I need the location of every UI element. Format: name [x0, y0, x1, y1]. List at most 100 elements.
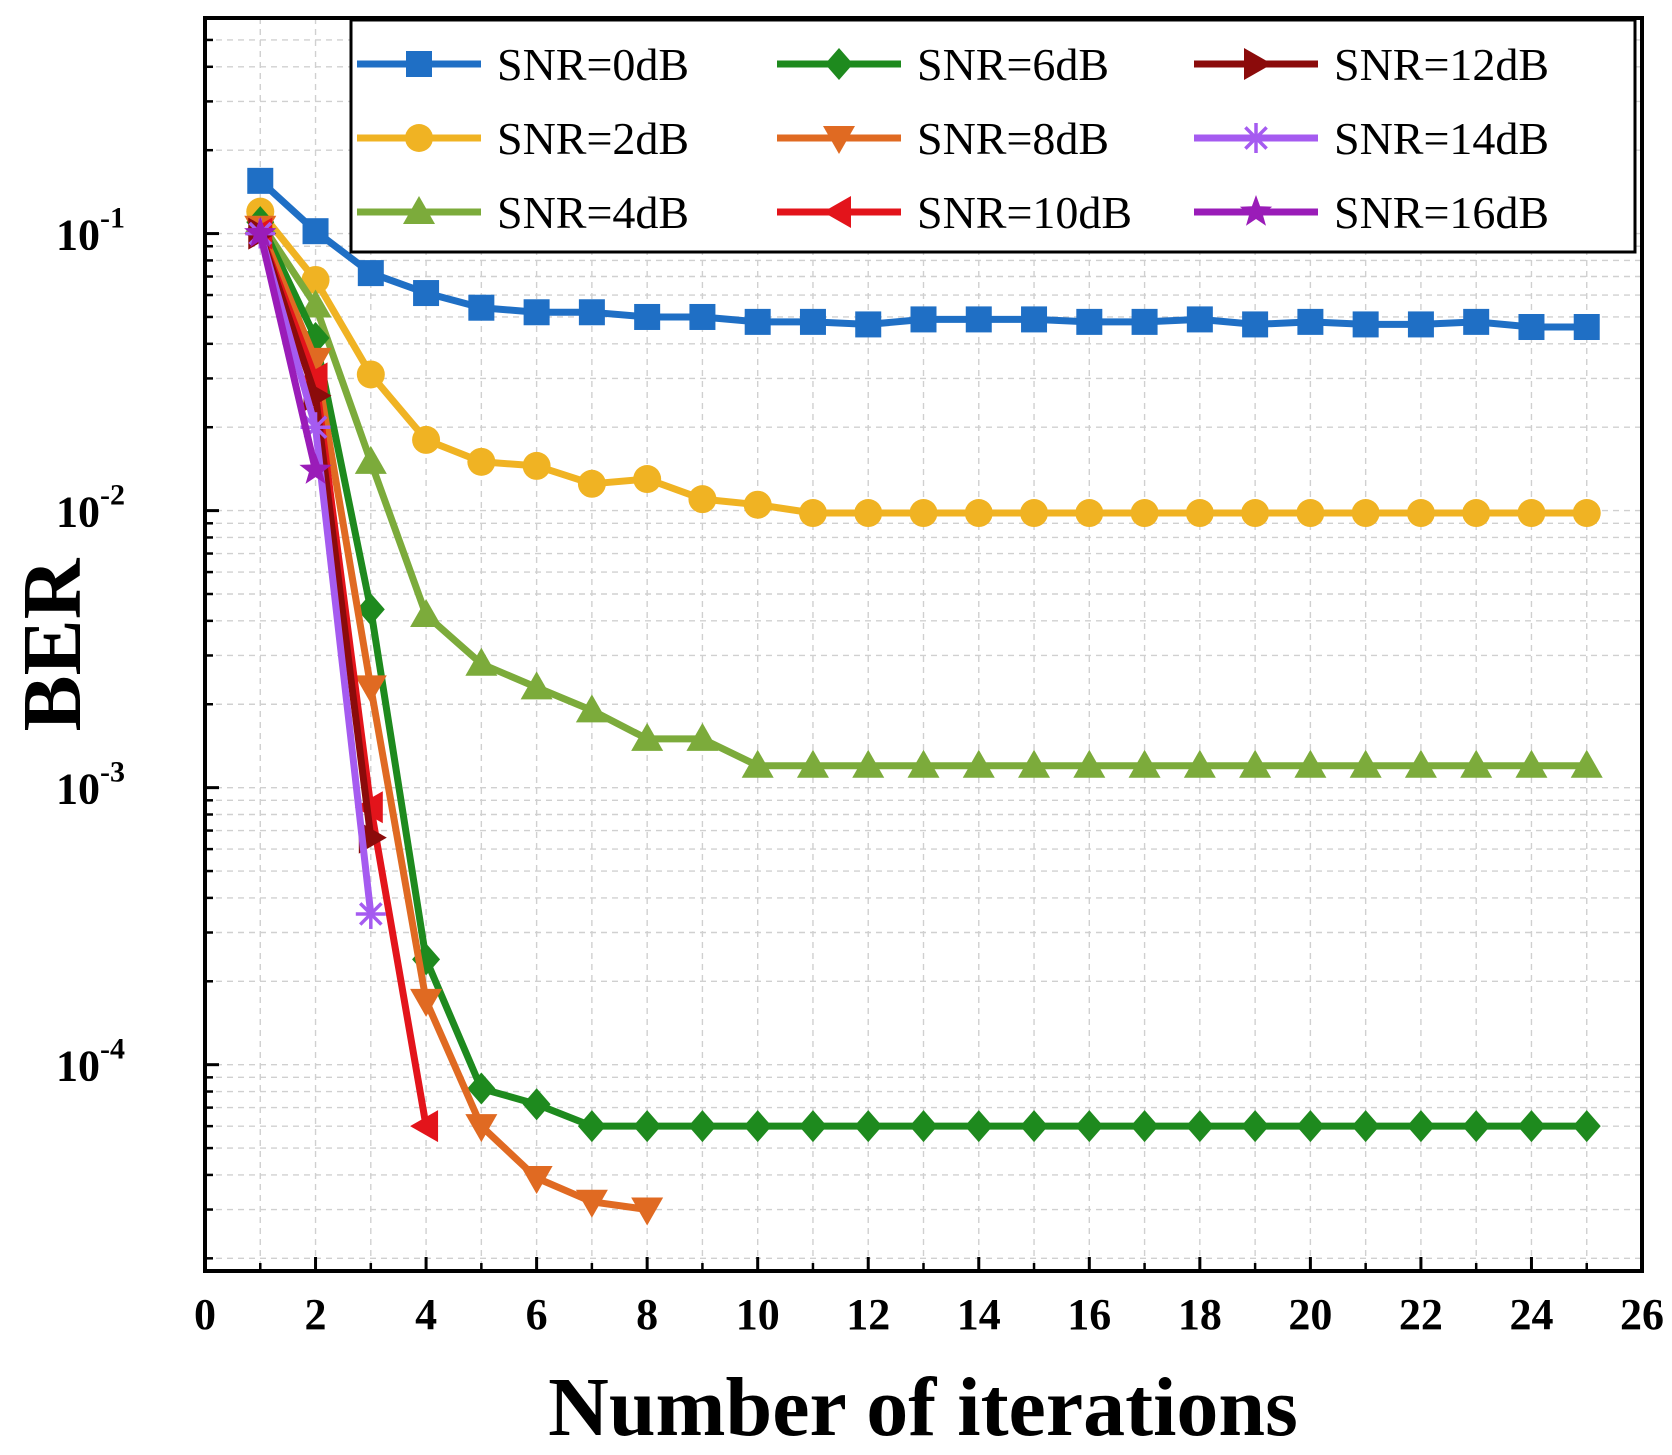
- data-point: [633, 465, 662, 494]
- data-point: [1075, 1110, 1104, 1143]
- y-tick-label: 10-1: [56, 202, 125, 260]
- data-point: [1018, 749, 1051, 778]
- y-tick-label: 10-4: [56, 1033, 125, 1091]
- data-point: [1572, 499, 1601, 528]
- data-point: [1570, 749, 1603, 778]
- legend-item: SNR=6dB: [777, 39, 1109, 90]
- data-point: [909, 499, 938, 528]
- data-point: [244, 216, 277, 248]
- data-point: [798, 499, 827, 528]
- data-point: [1183, 749, 1216, 778]
- data-point: [355, 898, 386, 929]
- data-point: [465, 647, 498, 676]
- legend-marker: [403, 196, 435, 224]
- y-tick-label: 10-3: [56, 756, 125, 814]
- data-point: [965, 306, 992, 333]
- data-point: [575, 694, 608, 723]
- y-tick-label: 10-2: [56, 479, 125, 537]
- legend-label: SNR=10dB: [917, 187, 1132, 238]
- data-point: [743, 1110, 772, 1143]
- x-tick-label: 6: [526, 1290, 548, 1339]
- x-tick-label: 12: [846, 1290, 890, 1339]
- x-tick-label: 24: [1509, 1290, 1553, 1339]
- series-snr-6db: [246, 206, 1601, 1143]
- data-point: [743, 490, 772, 519]
- y-axis-title: BER: [6, 557, 99, 731]
- data-point: [301, 265, 330, 294]
- x-tick-label: 16: [1067, 1290, 1111, 1339]
- legend-item: SNR=2dB: [357, 113, 689, 164]
- legend-label: SNR=8dB: [917, 113, 1109, 164]
- data-point: [413, 280, 440, 307]
- data-point: [1296, 499, 1325, 528]
- data-point: [299, 453, 332, 484]
- data-point: [689, 303, 716, 330]
- series-snr-16db: [244, 216, 332, 484]
- data-point: [577, 1110, 606, 1143]
- data-point: [688, 1110, 717, 1143]
- data-point: [468, 294, 495, 321]
- data-point: [299, 289, 332, 318]
- data-point: [522, 451, 551, 480]
- legend-item: SNR=12dB: [1194, 39, 1549, 90]
- x-tick-label: 22: [1399, 1290, 1443, 1339]
- data-point: [1406, 1110, 1435, 1143]
- data-point: [520, 1165, 553, 1194]
- data-point: [1185, 499, 1214, 528]
- data-point: [634, 303, 661, 330]
- data-point: [1073, 749, 1106, 778]
- data-point: [1242, 311, 1269, 338]
- legend-marker: [823, 126, 855, 154]
- data-point: [631, 1197, 664, 1226]
- data-point: [910, 306, 937, 333]
- data-point: [964, 499, 993, 528]
- data-point: [1352, 311, 1379, 338]
- legend-label: SNR=14dB: [1334, 113, 1549, 164]
- series-snr-2db: [246, 197, 1601, 528]
- data-point: [1296, 1110, 1325, 1143]
- data-point: [523, 299, 550, 326]
- x-tick-label: 26: [1620, 1290, 1664, 1339]
- data-point: [465, 1114, 498, 1143]
- data-point: [1241, 499, 1270, 528]
- data-point: [577, 469, 606, 498]
- data-point: [1130, 499, 1159, 528]
- legend-item: SNR=8dB: [777, 113, 1109, 164]
- data-point: [1076, 308, 1103, 335]
- legend: SNR=0dB SNR=2dB SNR=4dB SNR=6dB SNR=8dB SNR=1…: [349, 18, 1637, 254]
- data-point: [744, 308, 771, 335]
- legend-marker: [823, 196, 851, 228]
- data-point: [855, 311, 882, 338]
- legend-label: SNR=2dB: [497, 113, 689, 164]
- data-point: [299, 362, 328, 395]
- data-point: [1351, 1110, 1380, 1143]
- legend-item: SNR=16dB: [1194, 187, 1549, 238]
- legend-marker: [1244, 48, 1272, 80]
- data-point: [357, 260, 384, 287]
- data-point: [410, 598, 443, 627]
- x-tick-label: 10: [736, 1290, 780, 1339]
- data-point: [688, 485, 717, 514]
- data-point: [1297, 308, 1324, 335]
- data-point: [302, 218, 329, 245]
- data-point: [854, 1110, 883, 1143]
- legend-marker: [825, 48, 853, 80]
- legend-item: SNR=10dB: [777, 187, 1132, 238]
- x-tick-label: 18: [1178, 1290, 1222, 1339]
- data-point: [1517, 499, 1546, 528]
- data-point: [1572, 1110, 1601, 1143]
- data-point: [686, 722, 719, 751]
- data-point: [354, 445, 387, 474]
- legend-box: [349, 18, 1637, 254]
- x-axis-title: Number of iterations: [548, 1361, 1298, 1454]
- data-point: [520, 671, 553, 700]
- data-point: [741, 749, 774, 778]
- data-point: [356, 593, 385, 626]
- data-point: [410, 988, 443, 1017]
- data-point: [575, 1189, 608, 1218]
- legend-marker: [406, 51, 432, 77]
- data-point: [467, 1072, 496, 1105]
- data-point: [410, 1110, 439, 1143]
- data-point: [1573, 314, 1600, 341]
